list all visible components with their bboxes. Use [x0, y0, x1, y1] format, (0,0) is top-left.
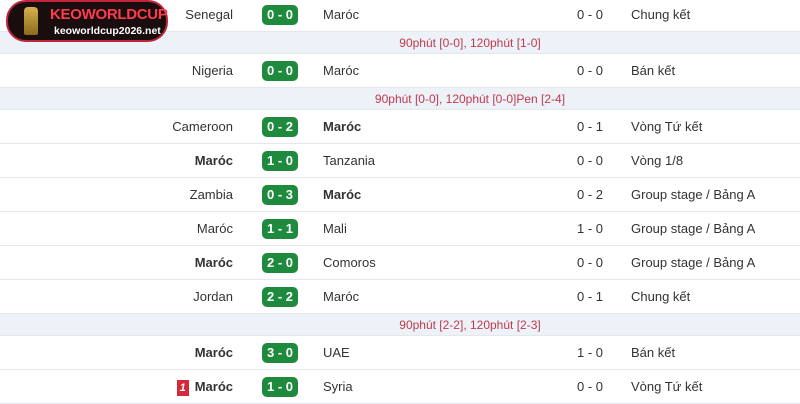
home-team[interactable]: Jordan — [193, 280, 233, 314]
score-badge[interactable]: 2 - 0 — [262, 253, 298, 273]
home-team-name: Zambia — [189, 187, 233, 202]
match-row[interactable]: Jordan 2 - 2 Maróc 0 - 1 Chung kết — [0, 280, 800, 314]
match-row[interactable]: 1 Maróc 1 - 0 Syria 0 - 0 Vòng Tứ kết — [0, 370, 800, 404]
away-team[interactable]: Maróc — [323, 289, 360, 304]
round-label: Vòng Tứ kết — [631, 379, 703, 394]
home-team[interactable]: 1 Maróc — [176, 370, 233, 404]
home-team[interactable]: Maróc — [195, 144, 233, 178]
note-text: 90phút [0-0], 120phút [0-0]Pen [2-4] — [374, 92, 566, 106]
round-label: Group stage / Bảng A — [631, 221, 756, 236]
away-team[interactable]: Maróc — [323, 7, 360, 22]
match-note: 90phút [0-0], 120phút [1-0] — [0, 32, 800, 54]
trophy-icon — [24, 7, 38, 35]
away-team[interactable]: Maróc — [323, 63, 360, 78]
half-time-score: 0 - 0 — [576, 7, 603, 22]
score-badge[interactable]: 0 - 3 — [262, 185, 298, 205]
home-team[interactable]: Maróc — [195, 246, 233, 280]
away-team[interactable]: UAE — [323, 345, 350, 360]
round-label: Chung kết — [631, 289, 691, 304]
home-team-name: Maróc — [194, 345, 233, 360]
score-badge[interactable]: 0 - 0 — [262, 61, 298, 81]
home-team-name: Maróc — [196, 221, 233, 236]
logo-domain: keoworldcup2026.net — [54, 25, 161, 37]
half-time-score: 1 - 0 — [576, 345, 603, 360]
round-label: Vòng Tứ kết — [631, 119, 703, 134]
logo-title: KEOWORLDCUP — [50, 6, 168, 23]
home-team[interactable]: Senegal — [185, 0, 233, 32]
match-row[interactable]: Nigeria 0 - 0 Maróc 0 - 0 Bán kết — [0, 54, 800, 88]
away-team[interactable]: Mali — [323, 221, 347, 236]
round-label: Group stage / Bảng A — [631, 187, 756, 202]
away-team[interactable]: Maróc — [323, 119, 362, 134]
home-team[interactable]: Maróc — [195, 336, 233, 370]
half-time-score: 0 - 0 — [576, 255, 603, 270]
match-note: 90phút [2-2], 120phút [2-3] — [0, 314, 800, 336]
note-text: 90phút [2-2], 120phút [2-3] — [399, 318, 541, 332]
half-time-score: 0 - 1 — [576, 119, 603, 134]
home-team-name: Nigeria — [191, 63, 233, 78]
half-time-score: 0 - 2 — [576, 187, 603, 202]
match-row[interactable]: Zambia 0 - 3 Maróc 0 - 2 Group stage / B… — [0, 178, 800, 212]
score-badge[interactable]: 3 - 0 — [262, 343, 298, 363]
match-note: 90phút [0-0], 120phút [0-0]Pen [2-4] — [0, 88, 800, 110]
match-row[interactable]: Senegal 0 - 0 Maróc 0 - 0 Chung kết — [0, 0, 800, 32]
half-time-score: 0 - 0 — [576, 63, 603, 78]
red-card-icon: 1 — [176, 379, 189, 396]
home-team[interactable]: Zambia — [190, 178, 233, 212]
score-badge[interactable]: 1 - 1 — [262, 219, 298, 239]
half-time-score: 0 - 0 — [576, 153, 603, 168]
match-row[interactable]: Maróc 2 - 0 Comoros 0 - 0 Group stage / … — [0, 246, 800, 280]
round-label: Chung kết — [631, 7, 691, 22]
home-team[interactable]: Nigeria — [192, 54, 233, 88]
score-badge[interactable]: 1 - 0 — [262, 377, 298, 397]
match-row[interactable]: Maróc 3 - 0 UAE 1 - 0 Bán kết — [0, 336, 800, 370]
score-badge[interactable]: 0 - 2 — [262, 117, 298, 137]
match-row[interactable]: Maróc 1 - 0 Tanzania 0 - 0 Vòng 1/8 — [0, 144, 800, 178]
home-team-name: Maróc — [194, 153, 233, 168]
score-badge[interactable]: 1 - 0 — [262, 151, 298, 171]
home-team-name: Maróc — [194, 255, 233, 270]
away-team[interactable]: Comoros — [323, 255, 376, 270]
score-badge[interactable]: 2 - 2 — [262, 287, 298, 307]
home-team-name: Cameroon — [172, 119, 233, 134]
half-time-score: 0 - 1 — [576, 289, 603, 304]
away-team[interactable]: Maróc — [323, 187, 362, 202]
away-team[interactable]: Tanzania — [323, 153, 376, 168]
home-team[interactable]: Maróc — [197, 212, 233, 246]
home-team-name: Maróc — [194, 379, 233, 394]
note-text: 90phút [0-0], 120phút [1-0] — [399, 36, 541, 50]
round-label: Bán kết — [631, 63, 676, 78]
home-team-name: Jordan — [193, 289, 233, 304]
half-time-score: 0 - 0 — [576, 379, 603, 394]
site-logo[interactable]: KEOWORLDCUP keoworldcup2026.net — [6, 0, 168, 42]
home-team-name: Senegal — [185, 7, 233, 22]
round-label: Vòng 1/8 — [631, 153, 684, 168]
half-time-score: 1 - 0 — [576, 221, 603, 236]
match-row[interactable]: Maróc 1 - 1 Mali 1 - 0 Group stage / Bản… — [0, 212, 800, 246]
round-label: Bán kết — [631, 345, 676, 360]
score-badge[interactable]: 0 - 0 — [262, 5, 298, 25]
away-team[interactable]: Syria — [323, 379, 353, 394]
round-label: Group stage / Bảng A — [631, 255, 756, 270]
match-row[interactable]: Cameroon 0 - 2 Maróc 0 - 1 Vòng Tứ kết — [0, 110, 800, 144]
home-team[interactable]: Cameroon — [172, 110, 233, 144]
